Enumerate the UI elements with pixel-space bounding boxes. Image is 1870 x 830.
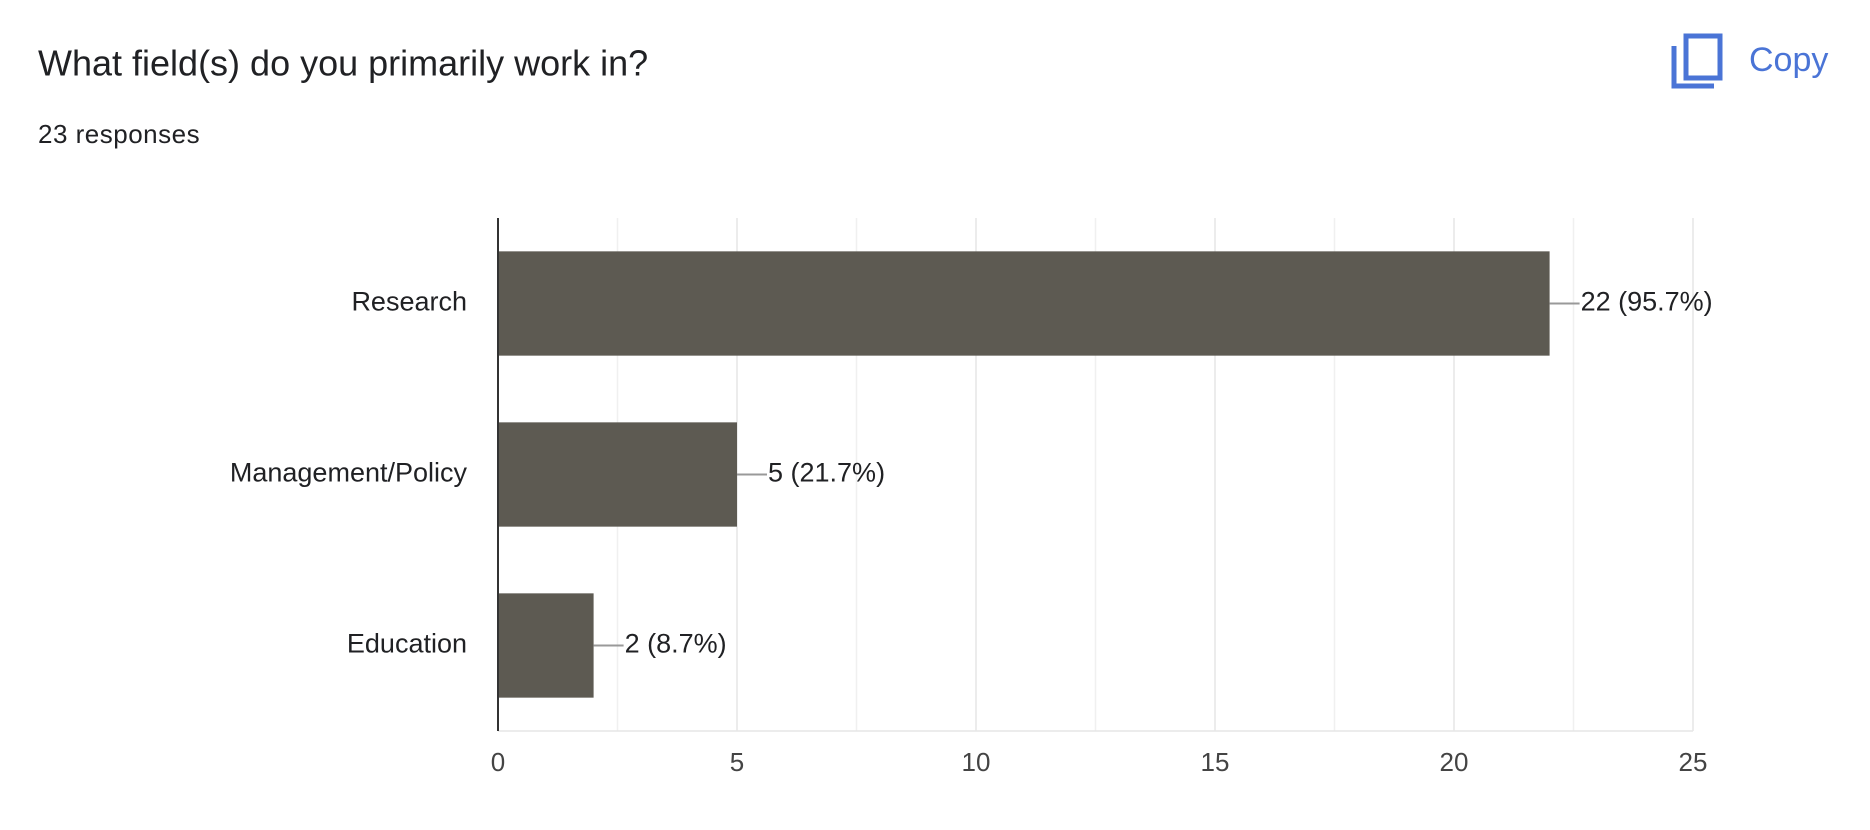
y-tick-label: Management/Policy xyxy=(230,458,468,488)
response-count: 23 responses xyxy=(38,119,200,149)
chart-title: What field(s) do you primarily work in? xyxy=(38,43,648,84)
bar xyxy=(498,593,594,698)
copy-button[interactable]: Copy xyxy=(1671,33,1828,89)
y-tick-label: Education xyxy=(347,629,467,659)
x-tick-label: 20 xyxy=(1440,747,1469,777)
copy-label[interactable]: Copy xyxy=(1749,41,1828,79)
x-tick-label: 0 xyxy=(491,747,505,777)
value-label: 2 (8.7%) xyxy=(625,629,727,659)
copy-icon xyxy=(1683,33,1723,81)
x-tick-label: 5 xyxy=(730,747,744,777)
bar xyxy=(498,251,1550,356)
copy-icon xyxy=(1671,46,1714,89)
bar xyxy=(498,422,737,527)
value-label: 5 (21.7%) xyxy=(768,458,885,488)
x-tick-label: 10 xyxy=(962,747,991,777)
y-tick-label: Research xyxy=(351,287,467,317)
x-tick-label: 15 xyxy=(1201,747,1230,777)
x-tick-label: 25 xyxy=(1679,747,1708,777)
value-label: 22 (95.7%) xyxy=(1581,287,1713,317)
